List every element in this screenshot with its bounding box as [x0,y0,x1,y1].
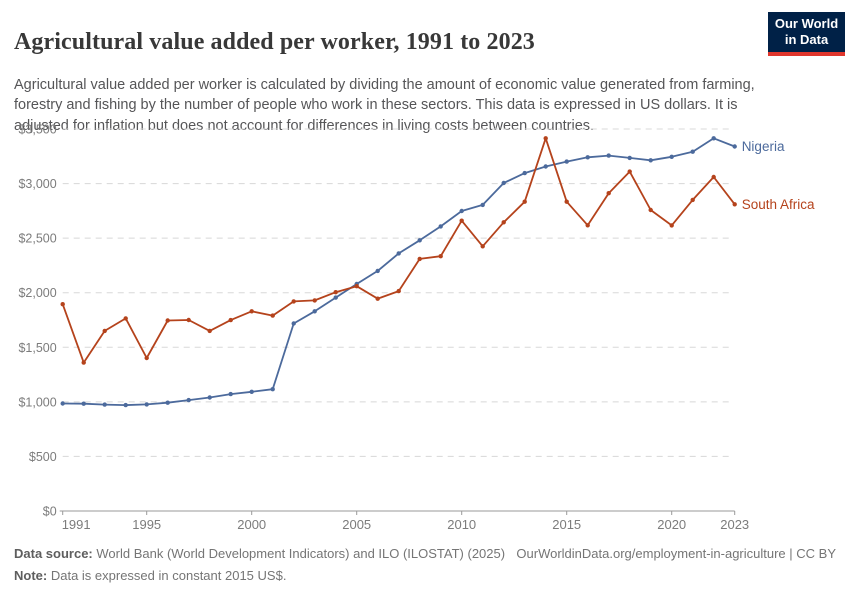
data-point-nigeria[interactable] [186,397,191,403]
owid-logo-line1: Our World [774,16,839,31]
data-point-nigeria[interactable] [585,155,590,160]
data-point-nigeria[interactable] [711,136,716,141]
x-tick-label: 2015 [552,517,581,532]
data-point-south-africa[interactable] [648,207,653,213]
data-point-nigeria[interactable] [459,208,464,214]
data-point-south-africa[interactable] [669,223,674,228]
x-tick-label: 2023 [720,517,749,532]
data-point-nigeria[interactable] [333,295,338,300]
data-point-nigeria[interactable] [543,164,548,169]
data-point-nigeria[interactable] [228,391,233,397]
data-point-south-africa[interactable] [627,169,632,174]
data-point-nigeria[interactable] [648,158,653,163]
page-title: Agricultural value added per worker, 199… [14,29,535,56]
data-point-south-africa[interactable] [522,199,527,204]
data-point-nigeria[interactable] [627,155,632,161]
y-tick-label: $1,000 [18,395,56,409]
data-point-nigeria[interactable] [690,149,695,154]
data-source-text: World Bank (World Development Indicators… [96,546,506,561]
data-point-nigeria[interactable] [438,224,443,229]
y-tick-label: $3,500 [18,123,56,137]
data-point-nigeria[interactable] [417,238,422,243]
x-tick-label: 1991 [62,517,91,532]
data-point-nigeria[interactable] [291,321,296,326]
series-label-nigeria: Nigeria [742,139,785,154]
data-source: Data source: World Bank (World Developme… [14,545,505,564]
data-point-south-africa[interactable] [375,296,380,301]
data-point-nigeria[interactable] [60,401,65,406]
data-source-label: Data source: [14,546,93,561]
data-point-south-africa[interactable] [711,174,716,180]
data-point-south-africa[interactable] [480,244,485,249]
data-point-south-africa[interactable] [186,317,191,323]
data-point-south-africa[interactable] [270,313,275,318]
data-point-south-africa[interactable] [354,284,359,289]
data-point-south-africa[interactable] [207,328,212,334]
owid-logo-line2: in Data [784,32,829,47]
data-point-south-africa[interactable] [81,360,86,365]
data-point-nigeria[interactable] [375,268,380,274]
data-point-south-africa[interactable] [732,202,737,207]
x-tick-label: 2010 [447,517,476,532]
y-tick-label: $500 [29,450,57,464]
owid-logo: Our World in Data [768,12,845,56]
data-point-nigeria[interactable] [207,395,212,400]
data-point-south-africa[interactable] [291,299,296,304]
data-point-south-africa[interactable] [564,199,569,204]
data-point-nigeria[interactable] [81,401,86,406]
data-point-south-africa[interactable] [102,328,107,334]
footer-note-label: Note: [14,567,48,583]
series-label-south-africa: South Africa [742,197,815,212]
x-tick-label: 2020 [657,517,686,532]
data-point-south-africa[interactable] [228,317,233,323]
y-tick-label: $0 [43,505,57,519]
data-point-south-africa[interactable] [606,191,611,196]
chart-subtitle: Agricultural value added per worker is c… [14,76,755,134]
data-point-south-africa[interactable] [165,318,170,323]
data-point-south-africa[interactable] [459,218,464,223]
data-point-nigeria[interactable] [270,387,275,392]
y-tick-label: $1,500 [18,341,56,355]
y-tick-label: $2,500 [18,232,56,246]
data-point-south-africa[interactable] [333,290,338,295]
x-tick-label: 2000 [237,517,266,532]
data-point-south-africa[interactable] [543,136,548,141]
data-point-south-africa[interactable] [60,302,65,307]
data-point-nigeria[interactable] [606,153,611,158]
data-point-south-africa[interactable] [144,355,149,361]
footer-note: Note: Data is expressed in constant 2015… [14,567,836,586]
data-point-nigeria[interactable] [102,402,107,407]
data-point-south-africa[interactable] [396,288,401,294]
data-point-nigeria[interactable] [312,309,317,314]
data-point-nigeria[interactable] [144,402,149,407]
data-point-nigeria[interactable] [123,402,128,408]
data-point-nigeria[interactable] [396,251,401,256]
data-point-south-africa[interactable] [312,298,317,303]
series-line-south-africa[interactable] [61,137,736,364]
data-point-south-africa[interactable] [501,220,506,225]
data-point-nigeria[interactable] [480,202,485,208]
data-point-nigeria[interactable] [669,154,674,159]
data-point-nigeria[interactable] [249,389,254,394]
data-point-nigeria[interactable] [522,170,527,176]
footer-link[interactable]: OurWorldinData.org/employment-in-agricul… [516,546,836,561]
data-point-south-africa[interactable] [690,197,695,203]
data-point-south-africa[interactable] [249,309,254,314]
chart-footer: Data source: World Bank (World Developme… [14,545,836,586]
data-point-south-africa[interactable] [417,256,422,262]
data-point-south-africa[interactable] [123,316,128,321]
data-point-nigeria[interactable] [165,400,170,405]
y-tick-label: $3,000 [18,177,56,191]
y-tick-label: $2,000 [18,286,56,300]
data-point-south-africa[interactable] [438,254,443,259]
footer-note-text: Data is expressed in constant 2015 US$. [50,567,287,583]
x-tick-label: 2005 [342,517,371,532]
data-point-nigeria[interactable] [732,144,737,149]
x-tick-label: 1995 [132,517,161,532]
data-point-nigeria[interactable] [501,180,506,186]
data-point-south-africa[interactable] [585,223,590,228]
data-point-nigeria[interactable] [564,159,569,164]
